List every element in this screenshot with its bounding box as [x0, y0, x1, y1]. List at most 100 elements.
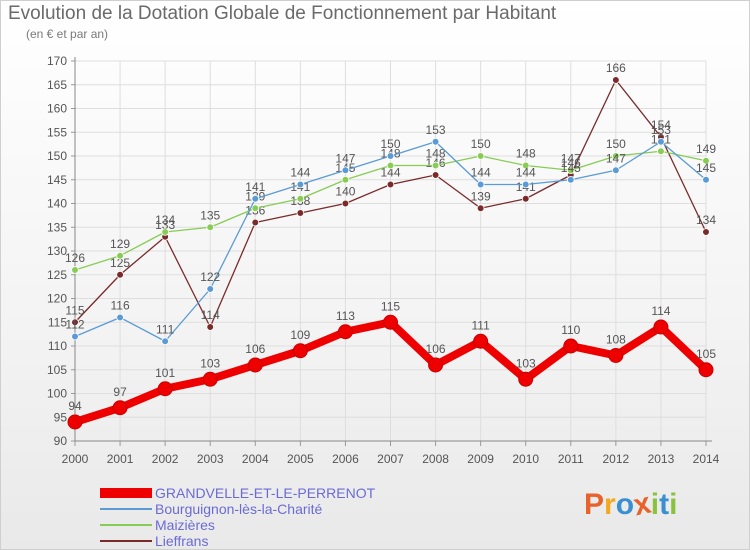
y-tick-label: 90	[54, 434, 68, 448]
data-point	[386, 180, 395, 189]
chart-title: Evolution de la Dotation Globale de Fonc…	[8, 3, 557, 24]
data-label: 129	[110, 237, 130, 251]
data-point	[251, 218, 260, 227]
logo-letter: o	[615, 488, 635, 521]
data-point	[702, 175, 710, 184]
x-tick-label: 2005	[287, 452, 314, 466]
data-point	[431, 171, 440, 179]
data-point	[653, 319, 669, 335]
data-point	[296, 209, 305, 217]
data-point	[698, 362, 714, 378]
data-point	[202, 371, 218, 387]
data-label: 154	[651, 118, 671, 132]
y-tick-label: 100	[47, 387, 67, 401]
data-point	[612, 166, 620, 175]
data-label: 114	[651, 304, 670, 318]
x-tick-label: 2011	[558, 452, 584, 466]
data-point	[476, 204, 485, 213]
proxiti-logo: Proxiti	[584, 487, 677, 523]
data-point	[566, 166, 575, 175]
data-label: 134	[696, 213, 716, 227]
data-label: 116	[111, 299, 130, 313]
data-label: 109	[290, 328, 310, 342]
data-point	[476, 180, 485, 189]
legend-swatch	[100, 524, 152, 526]
y-tick-label: 160	[47, 102, 67, 116]
data-label: 148	[516, 147, 536, 161]
data-label: 113	[336, 309, 355, 323]
data-label: 149	[696, 142, 716, 156]
y-tick-label: 130	[47, 244, 67, 258]
x-tick-label: 2004	[242, 452, 269, 466]
data-label: 145	[696, 161, 716, 175]
data-label: 115	[65, 303, 84, 317]
data-label: 141	[245, 180, 265, 194]
x-tick-label: 2007	[377, 452, 404, 466]
data-label: 115	[381, 299, 400, 313]
x-tick-label: 2006	[332, 452, 359, 466]
data-point	[251, 204, 260, 213]
data-point	[161, 228, 169, 236]
data-point	[383, 314, 398, 330]
legend-label: Maizières	[155, 517, 215, 533]
x-tick-label: 2010	[512, 452, 539, 466]
legend-label: Bourguignon-lès-la-Charité	[155, 501, 323, 517]
data-label: 114	[201, 308, 220, 322]
y-tick-label: 120	[47, 292, 67, 306]
data-label: 144	[380, 166, 400, 180]
logo-letter: t	[659, 488, 670, 521]
data-point	[386, 161, 395, 170]
y-tick-label: 115	[48, 315, 67, 329]
data-point	[518, 371, 534, 387]
data-point	[521, 180, 530, 189]
x-tick-label: 2013	[648, 452, 675, 466]
y-tick-label: 140	[47, 197, 67, 211]
data-label: 111	[472, 318, 491, 332]
data-point	[431, 161, 440, 170]
data-point	[247, 357, 263, 373]
data-point	[566, 175, 575, 184]
data-point	[473, 333, 489, 349]
y-tick-label: 95	[54, 410, 68, 424]
data-label: 145	[561, 161, 581, 175]
data-label: 133	[155, 218, 175, 232]
y-tick-label: 105	[47, 363, 67, 377]
data-label: 101	[155, 366, 175, 380]
data-point	[612, 152, 620, 160]
data-label: 111	[156, 322, 175, 336]
legend-swatch	[100, 540, 152, 542]
data-label: 140	[335, 185, 355, 199]
data-point	[341, 199, 350, 208]
legend-swatch	[100, 508, 152, 510]
data-point	[116, 251, 124, 260]
data-label: 106	[245, 342, 265, 356]
data-point	[337, 324, 353, 340]
y-tick-label: 170	[47, 54, 67, 68]
data-label: 146	[561, 156, 581, 170]
y-tick-label: 150	[47, 149, 67, 163]
data-point	[116, 313, 124, 322]
data-point	[428, 357, 444, 373]
data-point	[702, 228, 710, 236]
x-tick-label: 2012	[603, 452, 630, 466]
data-point	[702, 156, 710, 165]
data-label: 147	[606, 151, 626, 165]
data-point	[71, 318, 79, 327]
legend-label: GRANDVELLE-ET-LE-PERRENOT	[155, 485, 376, 501]
logo-letter: i	[650, 488, 660, 521]
data-point	[431, 137, 440, 146]
data-label: 144	[471, 166, 491, 180]
data-point	[251, 194, 260, 203]
data-label: 125	[110, 256, 130, 270]
data-label: 153	[651, 123, 671, 137]
y-tick-label: 165	[47, 78, 67, 92]
data-point	[386, 152, 395, 160]
data-point	[521, 161, 530, 170]
logo-letter: P	[584, 488, 605, 521]
data-point	[292, 343, 308, 359]
chart-subtitle: (en € et par an)	[26, 27, 109, 41]
data-label: 150	[380, 137, 400, 151]
data-label: 112	[65, 318, 84, 332]
data-label: 103	[516, 356, 536, 370]
